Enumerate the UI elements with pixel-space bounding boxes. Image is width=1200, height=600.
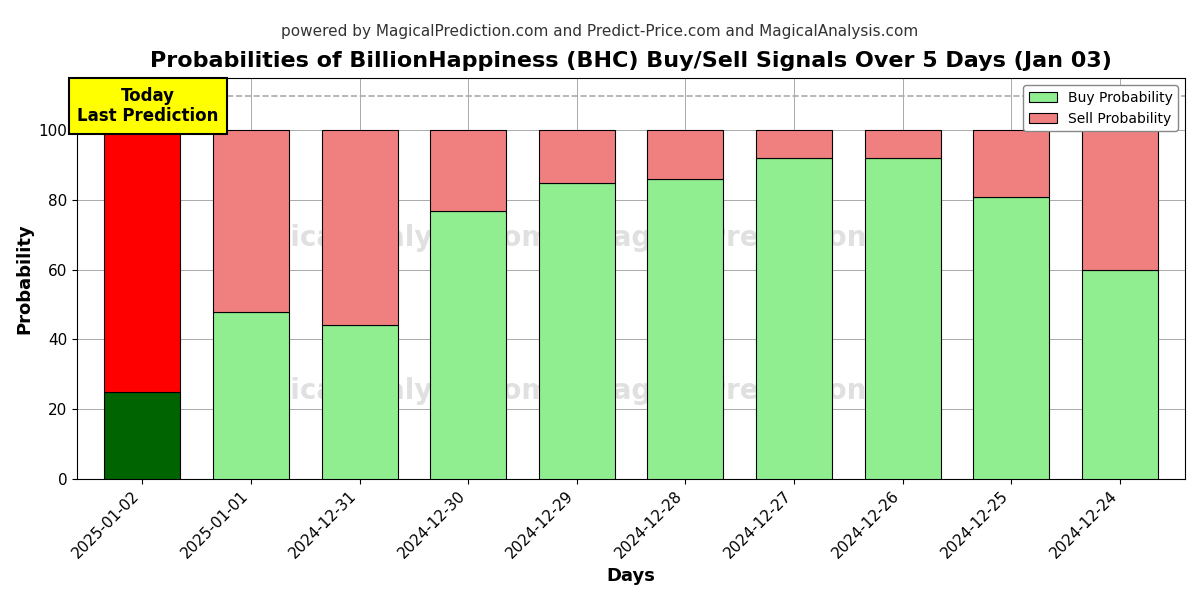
Bar bbox=[973, 130, 1049, 197]
Bar bbox=[1082, 270, 1158, 479]
Bar bbox=[430, 211, 506, 479]
Bar bbox=[864, 158, 941, 479]
Bar bbox=[212, 311, 289, 479]
Bar bbox=[756, 158, 832, 479]
Bar bbox=[539, 182, 614, 479]
Text: MagicalAnalysis.com: MagicalAnalysis.com bbox=[224, 224, 551, 253]
Bar bbox=[539, 130, 614, 182]
Bar bbox=[430, 130, 506, 211]
Y-axis label: Probability: Probability bbox=[14, 223, 32, 334]
Text: powered by MagicalPrediction.com and Predict-Price.com and MagicalAnalysis.com: powered by MagicalPrediction.com and Pre… bbox=[281, 24, 919, 39]
Bar bbox=[864, 130, 941, 158]
Bar bbox=[647, 130, 724, 179]
Legend: Buy Probability, Sell Probability: Buy Probability, Sell Probability bbox=[1024, 85, 1178, 131]
Bar bbox=[756, 130, 832, 158]
Bar bbox=[647, 179, 724, 479]
Text: Today
Last Prediction: Today Last Prediction bbox=[77, 86, 218, 125]
Bar bbox=[322, 130, 397, 325]
Bar bbox=[104, 130, 180, 392]
X-axis label: Days: Days bbox=[607, 567, 655, 585]
Bar bbox=[104, 392, 180, 479]
Bar bbox=[973, 197, 1049, 479]
Title: Probabilities of BillionHappiness (BHC) Buy/Sell Signals Over 5 Days (Jan 03): Probabilities of BillionHappiness (BHC) … bbox=[150, 51, 1112, 71]
Text: MagicalPrediction.com: MagicalPrediction.com bbox=[586, 224, 942, 253]
Bar bbox=[212, 130, 289, 311]
Text: MagicalPrediction.com: MagicalPrediction.com bbox=[586, 377, 942, 404]
Bar bbox=[1082, 130, 1158, 270]
Bar bbox=[322, 325, 397, 479]
Text: MagicalAnalysis.com: MagicalAnalysis.com bbox=[224, 377, 551, 404]
